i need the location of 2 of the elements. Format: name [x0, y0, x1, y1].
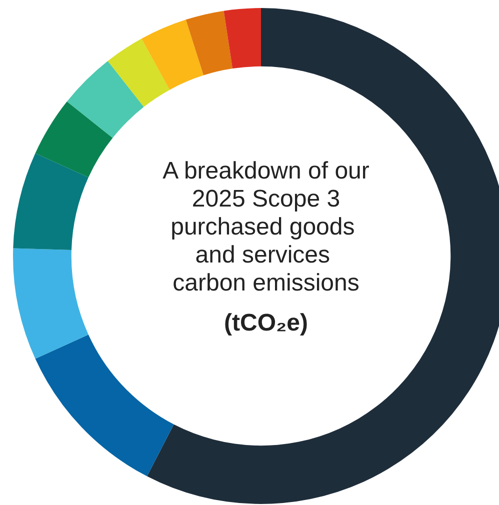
text: (tCO₂e) [224, 310, 308, 336]
text: A breakdown of our 2025 Scope 3 purchased goods and services carbon emissions [162, 158, 370, 296]
